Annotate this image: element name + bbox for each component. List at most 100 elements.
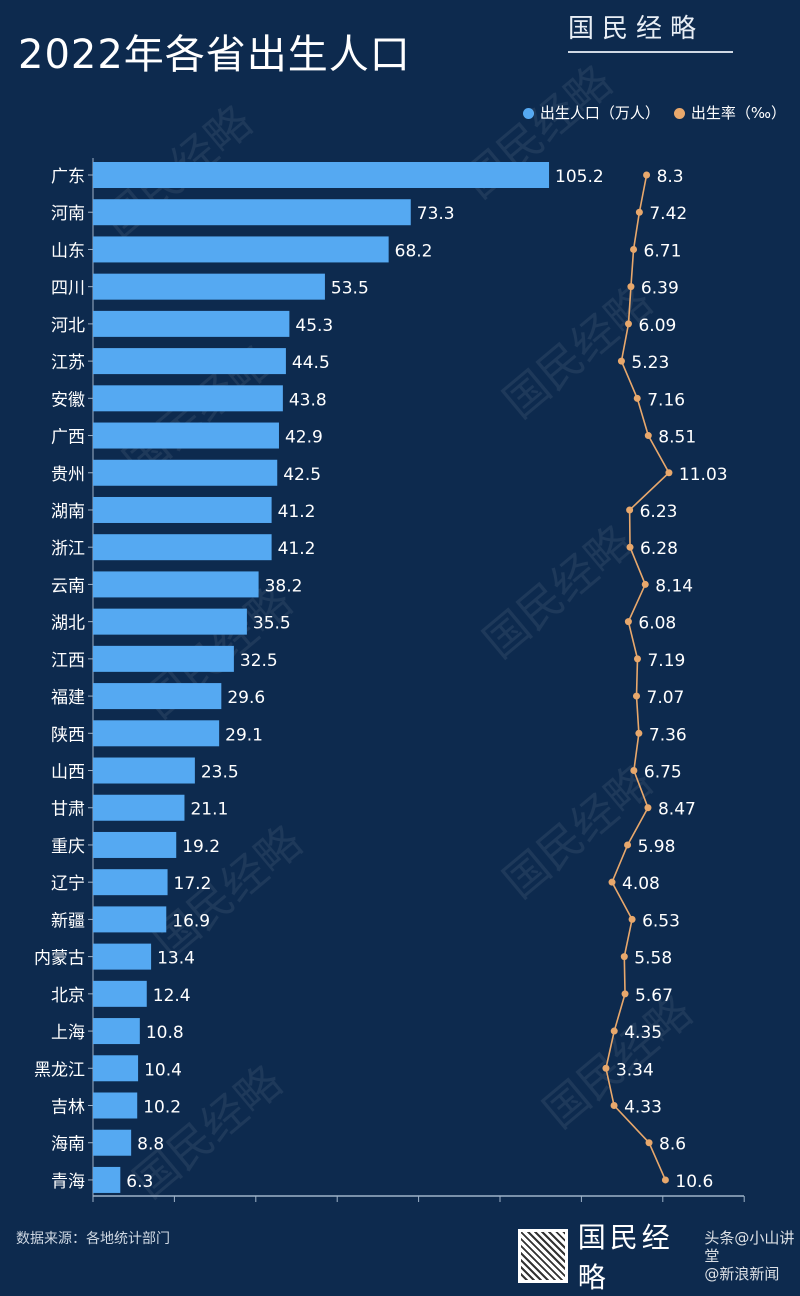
category-label: 湖北 [51, 614, 85, 634]
bar-births [93, 720, 220, 747]
bar-births [93, 1018, 140, 1045]
rate-value-label: 6.09 [638, 316, 676, 336]
bar-births [93, 310, 290, 337]
bar-value-label: 105.2 [555, 167, 604, 187]
rate-point [665, 469, 673, 477]
bar-value-label: 73.3 [417, 204, 455, 224]
category-label: 四川 [51, 279, 85, 299]
rate-point [641, 580, 649, 588]
bar-births [93, 459, 278, 486]
rate-value-label: 4.35 [624, 1023, 662, 1043]
legend: 出生人口（万人） 出生率（‰） [522, 102, 786, 123]
rate-value-label: 5.23 [631, 353, 669, 373]
rate-point [644, 432, 652, 440]
bar-births [93, 1166, 121, 1193]
bar-value-label: 45.3 [295, 316, 333, 336]
legend-dot-rate [673, 108, 685, 119]
legend-dot-births [522, 108, 534, 119]
bar-births [93, 869, 168, 896]
bar-births [93, 162, 550, 188]
rate-point [633, 655, 641, 663]
bar-births [93, 1055, 139, 1082]
category-label: 湖南 [51, 502, 85, 522]
bar-value-label: 43.8 [289, 390, 327, 410]
bar-births [93, 571, 259, 598]
bar-value-label: 29.1 [225, 725, 263, 745]
bar-value-label: 41.2 [278, 539, 316, 559]
rate-value-label: 10.6 [675, 1172, 713, 1192]
bar-value-label: 38.2 [265, 576, 303, 596]
bar-value-label: 29.6 [227, 688, 265, 708]
rate-value-label: 6.28 [640, 539, 678, 559]
category-label: 广东 [51, 167, 85, 187]
bar-births [93, 980, 147, 1007]
bar-births [93, 1092, 138, 1119]
category-label: 新疆 [51, 911, 85, 931]
bar-births [93, 273, 325, 300]
rate-point [661, 1176, 669, 1184]
rate-value-label: 8.6 [659, 1135, 686, 1155]
rate-point [621, 990, 629, 998]
rate-point [626, 506, 634, 514]
bar-value-label: 42.5 [283, 465, 321, 485]
rate-point [643, 171, 651, 179]
rate-point [635, 208, 643, 216]
category-label: 福建 [51, 688, 85, 708]
bar-births [93, 943, 152, 970]
rate-point [630, 767, 638, 775]
rate-value-label: 5.67 [635, 986, 673, 1006]
bar-value-label: 32.5 [240, 651, 278, 671]
rate-value-label: 7.19 [647, 651, 685, 671]
category-label: 江苏 [51, 353, 85, 373]
rate-point [628, 915, 636, 923]
bar-births [93, 348, 286, 375]
rate-point [624, 618, 632, 626]
chart-canvas: 国民经略国民经略国民经略国民经略国民经略国民经略国民经略国民经略国民经略国民经略… [34, 56, 745, 1208]
footer-logo: 国民经略 头条@小山讲堂 @新浪新闻 [518, 1216, 800, 1296]
bar-value-label: 23.5 [201, 763, 239, 783]
category-label: 青海 [51, 1172, 85, 1192]
footer-brand: 国民经略 [577, 1221, 674, 1294]
category-label: 河北 [51, 316, 85, 336]
bar-births [93, 645, 234, 672]
category-label: 贵州 [51, 465, 85, 485]
category-label: 云南 [51, 576, 85, 596]
watermark-text: 国民经略 [474, 516, 642, 668]
bar-births [93, 608, 247, 635]
rate-value-label: 6.75 [644, 763, 682, 783]
bar-value-label: 42.9 [285, 428, 323, 448]
rate-value-label: 11.03 [679, 465, 728, 485]
bar-value-label: 44.5 [292, 353, 330, 373]
bar-value-label: 10.8 [146, 1023, 184, 1043]
qr-code [518, 1229, 568, 1283]
bar-value-label: 41.2 [278, 502, 316, 522]
rate-value-label: 8.3 [657, 167, 684, 187]
category-label: 内蒙古 [34, 949, 85, 969]
category-label: 海南 [51, 1135, 85, 1155]
category-label: 江西 [51, 651, 85, 671]
rate-point [635, 729, 643, 737]
bar-births [93, 757, 195, 784]
rate-point [602, 1064, 610, 1072]
bar-value-label: 13.4 [157, 949, 195, 969]
category-label: 浙江 [51, 539, 85, 559]
bar-value-label: 35.5 [253, 614, 291, 634]
category-label: 辽宁 [51, 874, 85, 894]
rate-value-label: 5.98 [638, 837, 676, 857]
rate-point [608, 878, 616, 886]
rate-value-label: 6.53 [642, 911, 680, 931]
rate-value-label: 5.58 [634, 949, 672, 969]
category-label: 广西 [51, 428, 85, 448]
rate-point [627, 283, 635, 291]
bar-births [93, 831, 177, 858]
bar-value-label: 10.4 [144, 1060, 182, 1080]
bar-value-label: 53.5 [331, 279, 369, 299]
category-label: 安徽 [51, 390, 85, 410]
watermark-toutiao: 头条@小山讲堂 [704, 1229, 795, 1265]
rate-value-label: 7.07 [647, 688, 685, 708]
brand-logo: 国民经略 [568, 8, 733, 53]
rate-value-label: 7.42 [649, 204, 687, 224]
rate-value-label: 6.71 [644, 241, 682, 261]
category-label: 河南 [51, 204, 85, 224]
legend-item-rate: 出生率（‰） [673, 102, 786, 123]
